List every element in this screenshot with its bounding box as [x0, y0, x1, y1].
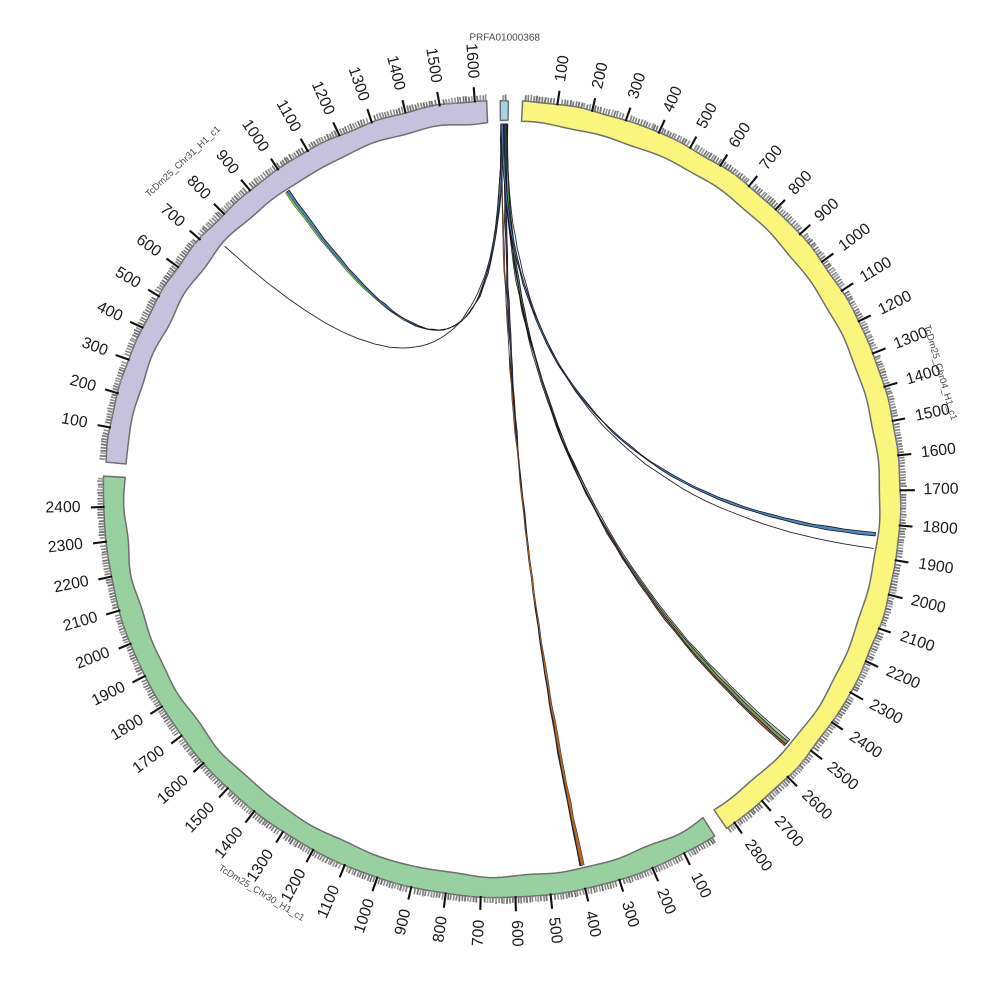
svg-text:700: 700 — [470, 919, 488, 946]
svg-text:600: 600 — [508, 920, 526, 947]
svg-text:2400: 2400 — [45, 499, 81, 517]
svg-text:1600: 1600 — [462, 43, 481, 79]
svg-text:500: 500 — [545, 916, 565, 944]
svg-text:PRFA01000368: PRFA01000368 — [469, 32, 540, 43]
svg-text:1800: 1800 — [922, 518, 958, 537]
svg-text:1700: 1700 — [923, 481, 959, 499]
